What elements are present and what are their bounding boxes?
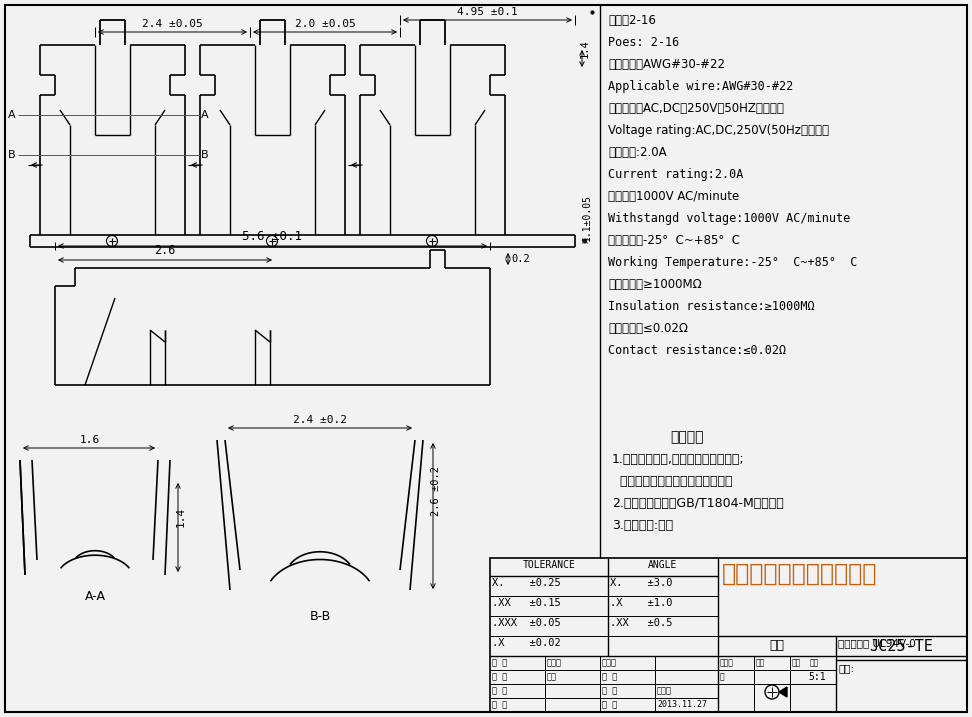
Text: 适用线规：AWG#30-#22: 适用线规：AWG#30-#22 (608, 58, 725, 71)
Text: 额定电压：AC,DC，250V（50HZ有效值）: 额定电压：AC,DC，250V（50HZ有效值） (608, 102, 783, 115)
Text: 标准化: 标准化 (602, 658, 617, 667)
Text: 吴江红: 吴江红 (657, 686, 672, 695)
Text: X.    ±0.25: X. ±0.25 (492, 578, 561, 588)
Text: B-B: B-B (309, 610, 330, 623)
Text: 技术要求: 技术要求 (670, 430, 704, 444)
Text: .XX   ±0.5: .XX ±0.5 (610, 618, 673, 628)
Text: 批  准: 批 准 (602, 686, 617, 695)
Text: 审  定: 审 定 (602, 672, 617, 681)
Text: Contact resistance:≤0.02Ω: Contact resistance:≤0.02Ω (608, 344, 786, 357)
Text: 品名: 品名 (770, 639, 784, 652)
Text: 任井平: 任井平 (547, 658, 562, 667)
Text: .XXX  ±0.05: .XXX ±0.05 (492, 618, 561, 628)
Text: 材料:: 材料: (838, 663, 854, 673)
Text: 记: 记 (720, 672, 724, 681)
Text: 1.1±0.05: 1.1±0.05 (582, 194, 592, 241)
Text: B: B (8, 150, 16, 160)
Text: Current rating:2.0A: Current rating:2.0A (608, 168, 744, 181)
Text: .XX   ±0.15: .XX ±0.15 (492, 598, 561, 608)
Text: A: A (201, 110, 209, 120)
Text: 工作温度：-25°  C~+85°  C: 工作温度：-25° C~+85° C (608, 234, 740, 247)
Text: 2.未注尺寸公差按GB/T1804-M级执行。: 2.未注尺寸公差按GB/T1804-M级执行。 (612, 497, 783, 510)
Text: .X    ±1.0: .X ±1.0 (610, 598, 673, 608)
Text: 2.6 ±0.2: 2.6 ±0.2 (431, 466, 441, 516)
Text: Applicable wire:AWG#30-#22: Applicable wire:AWG#30-#22 (608, 80, 793, 93)
Text: Withstangd voltage:1000V AC/minute: Withstangd voltage:1000V AC/minute (608, 212, 850, 225)
Text: 额定电流:2.0A: 额定电流:2.0A (608, 146, 667, 159)
Text: 2.4 ±0.05: 2.4 ±0.05 (142, 19, 202, 29)
Text: 审  核: 审 核 (492, 686, 507, 695)
Text: 0.2: 0.2 (511, 254, 530, 264)
Text: 接触电阻：≤0.02Ω: 接触电阻：≤0.02Ω (608, 322, 688, 335)
Text: 2.6: 2.6 (155, 244, 176, 257)
Text: 重量: 重量 (792, 658, 801, 667)
Text: 材料：尼龙 UL94V-0: 材料：尼龙 UL94V-0 (838, 638, 916, 648)
Text: Voltage rating:AC,DC,250V(50Hz有效值）: Voltage rating:AC,DC,250V(50Hz有效值） (608, 124, 829, 137)
Text: 深圳市珩连电子有限公司: 深圳市珩连电子有限公司 (722, 562, 878, 586)
Text: Working Temperature:-25°  C~+85°  C: Working Temperature:-25° C~+85° C (608, 256, 857, 269)
Text: A: A (8, 110, 16, 120)
Text: X.    ±3.0: X. ±3.0 (610, 578, 673, 588)
Text: 线数：2-16: 线数：2-16 (608, 14, 656, 27)
Text: B: B (201, 150, 209, 160)
Text: 5.6 ±0.1: 5.6 ±0.1 (242, 230, 302, 243)
Text: 1.4: 1.4 (176, 507, 186, 527)
Text: 视图: 视图 (756, 658, 765, 667)
Text: 2.4 ±0.2: 2.4 ±0.2 (293, 415, 347, 425)
Text: Poes: 2-16: Poes: 2-16 (608, 36, 679, 49)
Text: .X    ±0.02: .X ±0.02 (492, 638, 561, 648)
Text: 日  期: 日 期 (602, 700, 617, 709)
Text: 镀层无氧化、脱落、发黄等现象。: 镀层无氧化、脱落、发黄等现象。 (612, 475, 733, 488)
Text: 2.0 ±0.05: 2.0 ±0.05 (295, 19, 356, 29)
Text: 绝缘电阻：≥1000MΩ: 绝缘电阻：≥1000MΩ (608, 278, 702, 291)
Text: 4.95 ±0.1: 4.95 ±0.1 (457, 7, 517, 17)
Text: TOLERANCE: TOLERANCE (523, 560, 575, 570)
Bar (490, 558, 967, 712)
Text: 5:1: 5:1 (808, 672, 825, 682)
Text: A-A: A-A (85, 590, 106, 603)
Text: 耐压值：1000V AC/minute: 耐压值：1000V AC/minute (608, 190, 740, 203)
Text: JC25-TE: JC25-TE (869, 639, 933, 654)
Text: ANGLE: ANGLE (648, 560, 677, 570)
Text: 1.6: 1.6 (80, 435, 100, 445)
Text: 设  计: 设 计 (492, 658, 507, 667)
Polygon shape (779, 687, 787, 697)
Text: 校  对: 校 对 (492, 672, 507, 681)
Text: 图样标: 图样标 (720, 658, 734, 667)
Text: 3.表面镀涂:锡铋: 3.表面镀涂:锡铋 (612, 519, 674, 532)
Text: 工  艺: 工 艺 (492, 700, 507, 709)
Text: 1.4: 1.4 (580, 39, 590, 58)
Text: Insulation resistance:≥1000MΩ: Insulation resistance:≥1000MΩ (608, 300, 815, 313)
Text: 1.端子表面平整,无裂纹、毛刺等缺陷;: 1.端子表面平整,无裂纹、毛刺等缺陷; (612, 453, 745, 466)
Text: 骆体: 骆体 (547, 672, 557, 681)
Text: 比例: 比例 (810, 658, 819, 667)
Text: 2013.11.27: 2013.11.27 (657, 700, 707, 709)
